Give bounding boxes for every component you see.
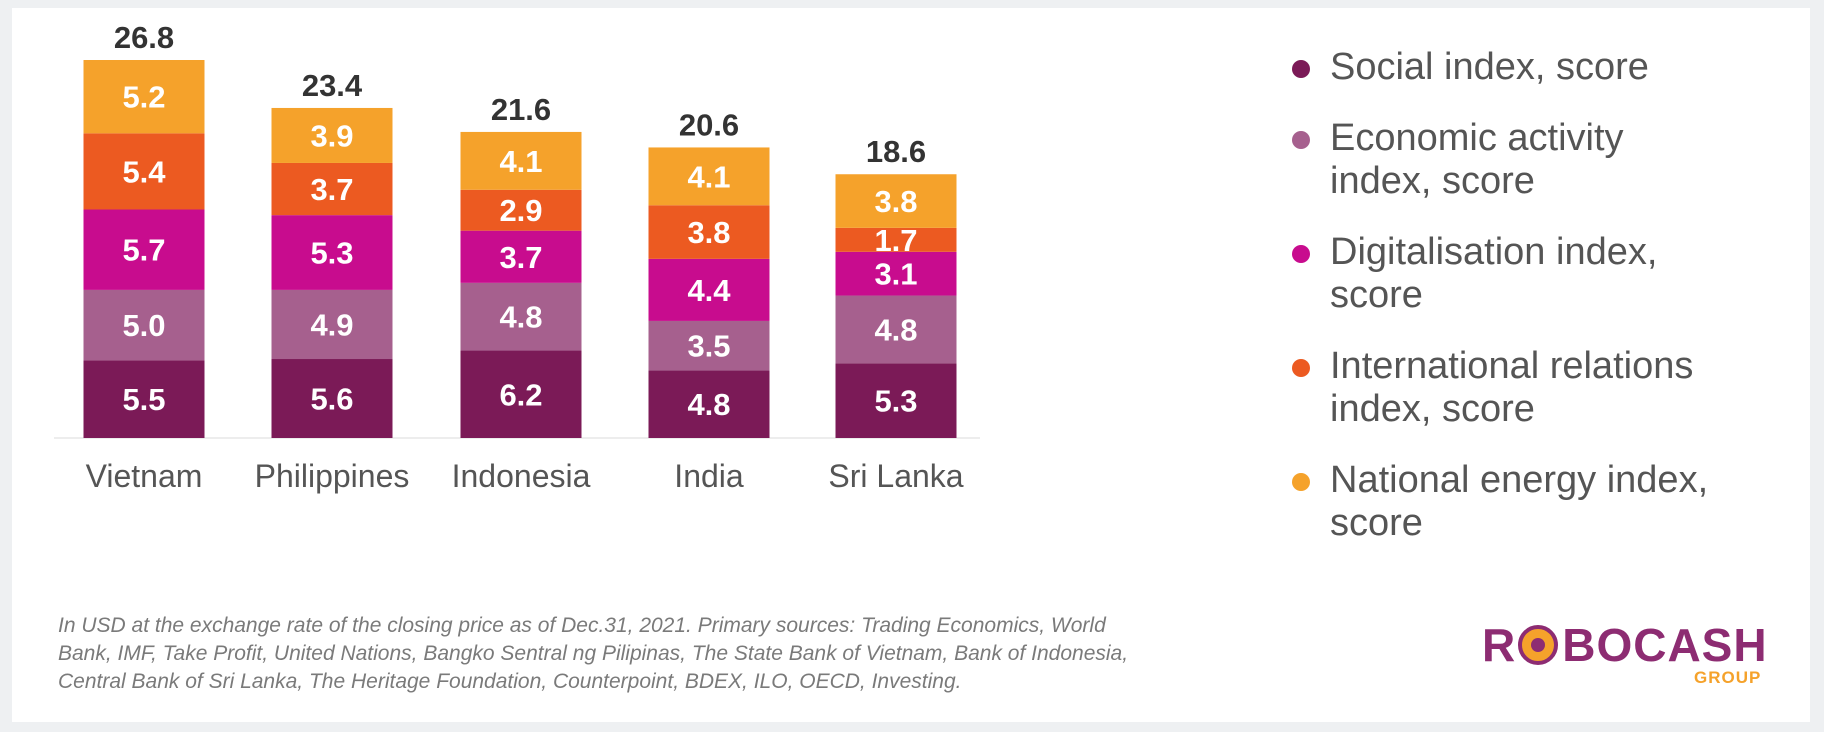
logo-main: R BOCASH (1482, 620, 1782, 670)
segment-value-label: 4.8 (874, 312, 917, 347)
segment-value-label: 5.2 (122, 80, 165, 115)
category-label: Indonesia (452, 458, 591, 494)
bar-segment-indonesia-1 (460, 282, 582, 351)
category-label: Vietnam (86, 458, 203, 494)
stacked-bar-chart: 5.5 5.0 5.7 5.4 5.2 26.8 Vietnam 5.6 4.9 5.3 3.7 3.… (54, 20, 980, 494)
bar-segment-sri-lanka-3 (835, 227, 957, 252)
legend-dot-international (1292, 359, 1310, 377)
legend-item-energy: National energy index, score (1276, 459, 1796, 545)
segment-value-label: 3.8 (874, 184, 917, 219)
bar-segment-sri-lanka-2 (835, 251, 957, 296)
segment-value-label: 3.1 (874, 257, 917, 292)
total-value-label: 21.6 (491, 92, 551, 127)
bar-segment-indonesia-0 (460, 350, 582, 438)
segment-value-label: 3.7 (499, 240, 542, 275)
bar-segment-philippines-4 (271, 107, 393, 163)
bar-segment-india-1 (648, 320, 770, 371)
bar-segment-vietnam-4 (83, 60, 205, 134)
segment-value-label: 5.3 (874, 384, 917, 419)
chart-legend: Social index, score Economic activity in… (1276, 46, 1796, 573)
legend-dot-social (1292, 60, 1310, 78)
logo-subtext: GROUP (1694, 668, 1762, 687)
bar-segment-sri-lanka-4 (835, 174, 957, 228)
bar-segment-india-3 (648, 205, 770, 259)
logo-text-right: BOCASH (1562, 619, 1768, 671)
legend-item-digitalisation: Digitalisation index, score (1276, 231, 1796, 317)
legend-label-energy-line2: score (1330, 502, 1423, 544)
bar-segment-vietnam-3 (83, 133, 205, 210)
legend-dot-energy (1292, 473, 1310, 491)
bar-segment-vietnam-1 (83, 289, 205, 361)
category-label: India (674, 458, 744, 494)
segment-value-label: 4.1 (687, 159, 730, 194)
total-value-label: 20.6 (679, 107, 739, 142)
legend-item-international: International relations index, score (1276, 345, 1796, 431)
legend-label-economic-line2: index, score (1330, 160, 1535, 202)
bar-segment-philippines-2 (271, 215, 393, 290)
bar-segment-sri-lanka-0 (835, 363, 957, 438)
segment-value-label: 5.3 (310, 236, 353, 271)
legend-item-social: Social index, score (1276, 46, 1796, 89)
bar-segment-philippines-3 (271, 162, 393, 216)
legend-label-social-line1: Social index, score (1330, 46, 1649, 88)
bar-segment-indonesia-2 (460, 230, 582, 283)
logo-o-mark (1518, 625, 1559, 665)
segment-value-label: 6.2 (499, 377, 542, 412)
legend-dot-economic (1292, 131, 1310, 149)
legend-dot-digitalisation (1292, 245, 1310, 263)
segment-value-label: 4.9 (310, 307, 353, 342)
bar-segment-sri-lanka-1 (835, 295, 957, 364)
segment-value-label: 3.5 (687, 329, 730, 364)
segment-value-label: 4.4 (687, 273, 731, 308)
category-label: Philippines (255, 458, 410, 494)
segment-value-label: 4.1 (499, 144, 542, 179)
legend-item-economic: Economic activity index, score (1276, 117, 1796, 203)
footnote-line-3: Central Bank of Sri Lanka, The Heritage … (58, 670, 962, 693)
segment-value-label: 5.4 (122, 154, 166, 189)
legend-label-energy-line1: National energy index, (1330, 459, 1709, 501)
total-value-label: 23.4 (302, 68, 363, 103)
total-value-label: 18.6 (866, 134, 926, 169)
legend-label-international-line2: index, score (1330, 388, 1535, 430)
footnote-line-1: In USD at the exchange rate of the closi… (58, 614, 1106, 637)
total-value-label: 26.8 (114, 20, 174, 55)
segment-value-label: 5.0 (122, 308, 165, 343)
segment-value-label: 5.6 (310, 382, 353, 417)
segment-value-label: 2.9 (499, 193, 542, 228)
legend-label-international-line1: International relations (1330, 345, 1694, 387)
source-footnote: In USD at the exchange rate of the closi… (58, 612, 1398, 696)
bar-segment-vietnam-2 (83, 209, 205, 290)
bar-segment-indonesia-4 (460, 131, 582, 190)
segment-value-label: 3.8 (687, 215, 730, 250)
legend-label-digitalisation-line1: Digitalisation index, (1330, 231, 1658, 273)
legend-label-economic-line1: Economic activity (1330, 117, 1624, 159)
bar-segment-vietnam-0 (83, 360, 205, 438)
segment-value-label: 4.8 (687, 387, 730, 422)
segment-value-label: 3.7 (310, 172, 353, 207)
category-label: Sri Lanka (828, 458, 963, 494)
segment-value-label: 4.8 (499, 300, 542, 335)
legend-label-digitalisation-line2: score (1330, 274, 1423, 316)
robocash-logo: R BOCASH GROUP (1482, 620, 1782, 710)
bar-segment-india-4 (648, 147, 770, 206)
chart-card: 5.5 5.0 5.7 5.4 5.2 26.8 Vietnam 5.6 4.9 5.3 3.7 3.… (12, 8, 1810, 722)
bar-segment-india-0 (648, 370, 770, 438)
segment-value-label: 3.9 (310, 118, 353, 153)
logo-text-left: R (1482, 619, 1517, 671)
bar-segment-indonesia-3 (460, 189, 582, 231)
segment-value-label: 1.7 (874, 223, 917, 258)
segment-value-label: 5.7 (122, 233, 165, 268)
footnote-line-2: Bank, IMF, Take Profit, United Nations, … (58, 642, 1129, 665)
bar-segment-philippines-0 (271, 359, 393, 438)
segment-value-label: 5.5 (122, 382, 165, 417)
bar-segment-india-2 (648, 258, 770, 321)
bar-segment-philippines-1 (271, 289, 393, 360)
